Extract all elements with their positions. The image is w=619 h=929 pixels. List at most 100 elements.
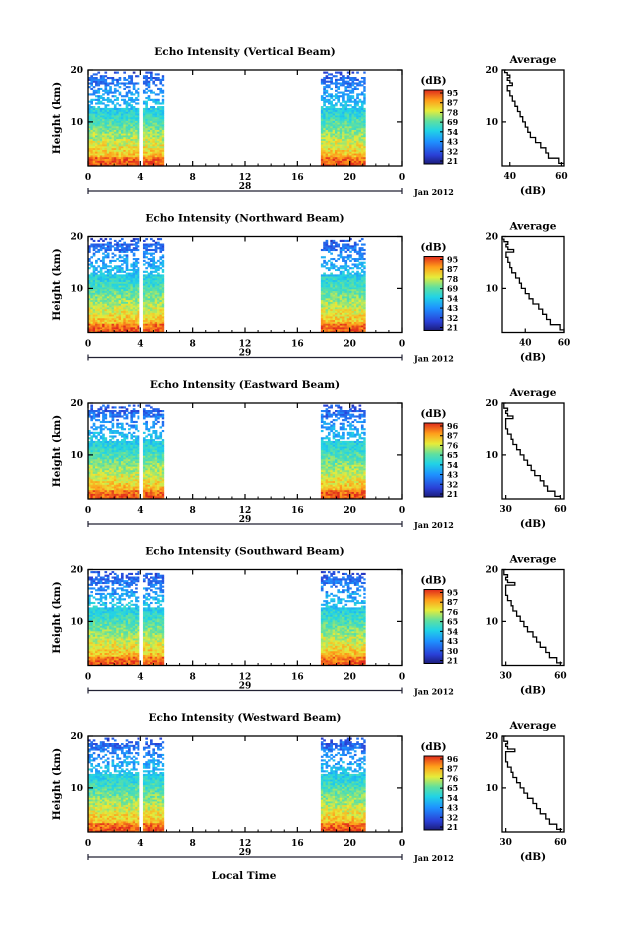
echo-cell [97, 283, 101, 286]
echo-cell [118, 287, 122, 290]
echo-cell [102, 283, 105, 286]
echo-cell [120, 256, 124, 259]
echo-cell [123, 327, 126, 330]
echo-cell [90, 489, 94, 493]
echo-cell [150, 316, 153, 319]
echo-cell [344, 319, 348, 322]
echo-cell [106, 296, 110, 299]
echo-cell [125, 254, 129, 257]
echo-cell [106, 288, 110, 292]
echo-cell [358, 317, 362, 321]
echo-cell [88, 486, 91, 489]
echo-cell [102, 93, 105, 96]
echo-cell [339, 328, 343, 331]
echo-cell [125, 258, 129, 261]
echo-cell [157, 276, 160, 279]
echo-cell [120, 267, 124, 270]
echo-cell [113, 149, 117, 152]
echo-cell [320, 290, 324, 293]
echo-cell [123, 301, 126, 304]
echo-cell [358, 147, 362, 150]
echo-cell [125, 104, 129, 107]
echo-cell [330, 279, 333, 282]
echo-cell [161, 268, 165, 272]
echo-cell [137, 283, 140, 286]
echo-cell [320, 144, 324, 147]
echo-cell [113, 104, 117, 107]
echo-cell [147, 146, 151, 149]
echo-cell [157, 296, 160, 299]
echo-cell [95, 107, 98, 110]
echo-cell [154, 308, 158, 312]
echo-cell [159, 279, 163, 282]
echo-cell [128, 245, 131, 248]
echo-cell [104, 410, 108, 413]
echo-cell [97, 243, 101, 246]
echo-cell [135, 160, 138, 163]
echo-cell [125, 301, 129, 304]
echo-cell [360, 102, 364, 105]
echo-cell [90, 462, 94, 465]
echo-cell [337, 278, 341, 281]
x-tick-label: 8 [190, 173, 196, 183]
echo-cell [135, 149, 138, 152]
echo-cell [123, 321, 126, 324]
echo-heatmap [88, 404, 366, 500]
echo-cell [159, 287, 163, 290]
echo-cell [337, 144, 341, 147]
panel-title: Echo Intensity (Northward Beam) [145, 213, 344, 225]
echo-cell [145, 120, 148, 123]
echo-cell [320, 151, 324, 154]
echo-cell [150, 267, 153, 270]
echo-cell [102, 144, 105, 147]
echo-cell [113, 466, 117, 469]
echo-cell [161, 325, 165, 328]
echo-cell [325, 276, 329, 279]
echo-cell [97, 482, 101, 485]
echo-cell [330, 162, 333, 165]
echo-cell [137, 93, 140, 96]
echo-cell [95, 292, 98, 295]
echo-cell [351, 323, 355, 326]
echo-cell [159, 131, 163, 134]
echo-cell [95, 281, 98, 284]
echo-cell [152, 135, 156, 138]
echo-cell [102, 489, 105, 493]
echo-cell [109, 294, 112, 297]
echo-cell [106, 93, 110, 96]
echo-cell [132, 126, 136, 129]
echo-cell [99, 129, 103, 132]
echo-cell [132, 115, 136, 118]
echo-cell [102, 142, 105, 145]
echo-cell [92, 422, 96, 425]
echo-cell [104, 80, 108, 83]
echo-cell [113, 319, 117, 322]
echo-cell [95, 151, 98, 154]
echo-cell [159, 164, 163, 167]
echo-cell [342, 146, 345, 149]
echo-cell [142, 126, 146, 129]
echo-cell [349, 238, 352, 241]
echo-cell [137, 102, 140, 105]
echo-cell [320, 136, 324, 140]
echo-cell [113, 84, 117, 87]
echo-cell [128, 153, 131, 156]
echo-cell [157, 301, 160, 304]
echo-cell [137, 301, 140, 304]
echo-cell [97, 489, 101, 493]
echo-cell [137, 142, 140, 145]
echo-cell [344, 158, 348, 161]
echo-cell [157, 129, 160, 132]
echo-cell [88, 118, 91, 121]
echo-cell [325, 98, 329, 101]
echo-cell [157, 303, 160, 306]
echo-cell [118, 109, 122, 112]
echo-cell [111, 301, 115, 304]
echo-cell [147, 162, 151, 165]
echo-cell [88, 442, 91, 445]
echo-cell [360, 91, 364, 94]
echo-cell [332, 319, 336, 322]
echo-cell [118, 305, 122, 308]
echo-cell [120, 486, 124, 489]
echo-cell [342, 124, 345, 127]
